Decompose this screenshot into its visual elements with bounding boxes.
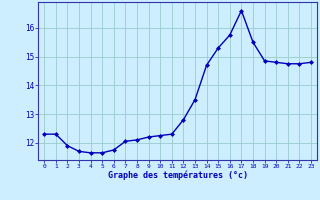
X-axis label: Graphe des températures (°c): Graphe des températures (°c) [108,171,248,180]
